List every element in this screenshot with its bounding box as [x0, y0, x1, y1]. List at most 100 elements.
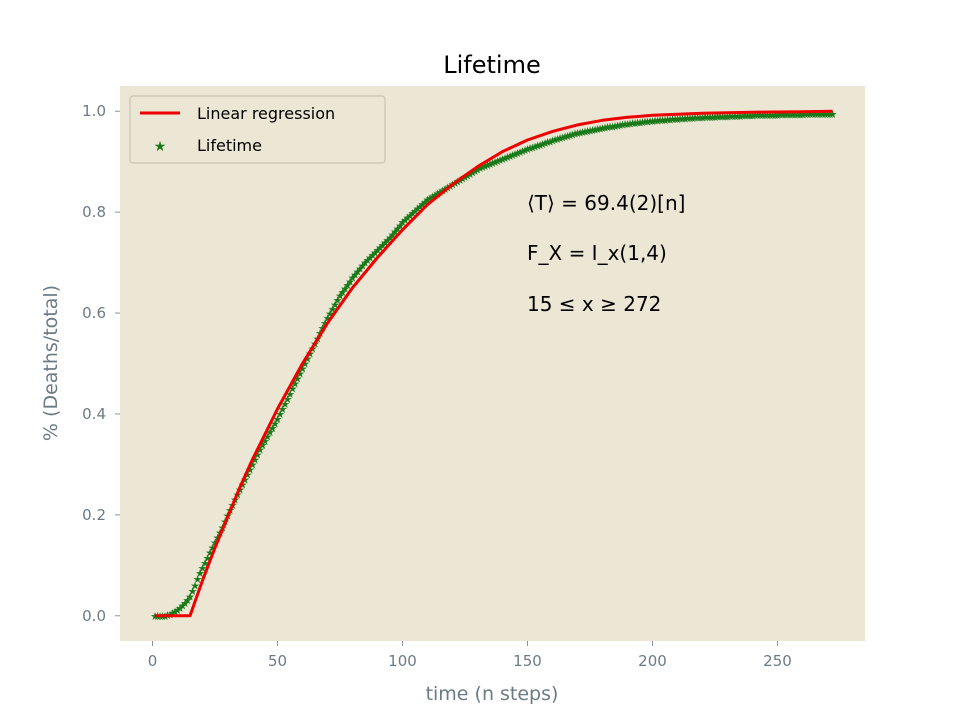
lifetime-point: ★: [383, 234, 393, 247]
lifetime-point: ★: [343, 279, 353, 292]
lifetime-point: ★: [725, 110, 735, 123]
lifetime-point: ★: [745, 109, 755, 122]
lifetime-point: ★: [243, 469, 253, 482]
lifetime-point: ★: [740, 110, 750, 123]
annotation-distribution: F_X = I_x(1,4): [527, 241, 667, 265]
lifetime-point: ★: [730, 110, 740, 123]
lifetime-point: ★: [765, 109, 775, 122]
annotations: ⟨T⟩ = 69.4(2)[n] F_X = I_x(1,4) 15 ≤ x ≥…: [527, 191, 685, 316]
lifetime-point: ★: [488, 157, 498, 170]
lifetime-point: ★: [420, 196, 430, 209]
lifetime-point: ★: [663, 114, 673, 127]
lifetime-point: ★: [408, 207, 418, 220]
y-tick-label: 0.6: [82, 304, 106, 322]
lifetime-point: ★: [533, 140, 543, 153]
lifetime-point: ★: [565, 129, 575, 142]
lifetime-point: ★: [248, 458, 258, 471]
lifetime-point: ★: [585, 124, 595, 137]
lifetime-point: ★: [380, 236, 390, 249]
lifetime-point: ★: [338, 286, 348, 299]
lifetime-point: ★: [333, 294, 343, 307]
lifetime-point: ★: [208, 542, 218, 555]
y-tick-label: 0.2: [82, 506, 106, 524]
lifetime-point: ★: [603, 121, 613, 134]
lifetime-point: ★: [815, 108, 825, 121]
lifetime-point: ★: [355, 263, 365, 276]
lifetime-point: ★: [543, 136, 553, 149]
lifetime-point: ★: [828, 108, 838, 121]
lifetime-point: ★: [713, 111, 723, 124]
lifetime-point: ★: [203, 552, 213, 565]
lifetime-point: ★: [238, 479, 248, 492]
annotation-range: 15 ≤ x ≥ 272: [527, 292, 661, 316]
lifetime-point: ★: [178, 600, 188, 613]
lifetime-point: ★: [803, 108, 813, 121]
annotation-mean-lifetime: ⟨T⟩ = 69.4(2)[n]: [527, 191, 685, 215]
lifetime-point: ★: [368, 249, 378, 262]
lifetime-point: ★: [595, 122, 605, 135]
lifetime-point: ★: [755, 109, 765, 122]
lifetime-point: ★: [340, 282, 350, 295]
lifetime-point: ★: [180, 597, 190, 610]
lifetime-point: ★: [298, 363, 308, 376]
lifetime-point: ★: [268, 422, 278, 435]
lifetime-point: ★: [598, 122, 608, 135]
lifetime-point: ★: [738, 110, 748, 123]
lifetime-point: ★: [710, 111, 720, 124]
lifetime-point: ★: [395, 219, 405, 232]
lifetime-point: ★: [555, 132, 565, 145]
lifetime-point: ★: [705, 111, 715, 124]
lifetime-point: ★: [623, 118, 633, 131]
lifetime-point: ★: [520, 144, 530, 157]
lifetime-point: ★: [345, 275, 355, 288]
lifetime-point: ★: [550, 134, 560, 147]
lifetime-point: ★: [530, 140, 540, 153]
lifetime-point: ★: [360, 257, 370, 270]
lifetime-point: ★: [578, 126, 588, 139]
lifetime-point: ★: [805, 108, 815, 121]
x-tick-label: 100: [388, 652, 417, 670]
lifetime-point: ★: [558, 131, 568, 144]
lifetime-point: ★: [410, 205, 420, 218]
lifetime-point: ★: [723, 110, 733, 123]
lifetime-point: ★: [823, 108, 833, 121]
legend-box: [129, 95, 386, 164]
lifetime-point: ★: [418, 198, 428, 211]
y-tick-label: 0.0: [82, 607, 106, 625]
lifetime-point: ★: [733, 110, 743, 123]
lifetime-point: ★: [665, 113, 675, 126]
lifetime-point: ★: [690, 112, 700, 125]
chart-title: Lifetime: [443, 51, 540, 79]
lifetime-point: ★: [670, 113, 680, 126]
lifetime-point: ★: [588, 124, 598, 137]
lifetime-point: ★: [693, 112, 703, 125]
lifetime-point: ★: [748, 109, 758, 122]
lifetime-point: ★: [640, 116, 650, 129]
lifetime-point: ★: [260, 435, 270, 448]
lifetime-point: ★: [505, 150, 515, 163]
lifetime-point: ★: [618, 119, 628, 132]
lifetime-point: ★: [580, 125, 590, 138]
lifetime-point: ★: [785, 109, 795, 122]
lifetime-point: ★: [808, 108, 818, 121]
lifetime-point: ★: [643, 115, 653, 128]
lifetime-point: ★: [793, 108, 803, 121]
lifetime-point: ★: [613, 119, 623, 132]
lifetime-point: ★: [278, 403, 288, 416]
lifetime-point: ★: [545, 135, 555, 148]
lifetime-point: ★: [293, 373, 303, 386]
lifetime-point: ★: [475, 162, 485, 175]
lifetime-point: ★: [493, 155, 503, 168]
lifetime-point: ★: [385, 231, 395, 244]
y-tick-label: 0.8: [82, 203, 106, 221]
legend-swatch-lifetime: ★: [154, 139, 167, 155]
lifetime-point: ★: [650, 115, 660, 128]
lifetime-point: ★: [275, 408, 285, 421]
lifetime-point: ★: [205, 547, 215, 560]
x-axis-label: time (n steps): [426, 683, 559, 705]
lifetime-point: ★: [583, 125, 593, 138]
lifetime-point: ★: [325, 308, 335, 321]
lifetime-point: ★: [463, 169, 473, 182]
lifetime-point: ★: [175, 602, 185, 615]
lifetime-point: ★: [570, 128, 580, 141]
